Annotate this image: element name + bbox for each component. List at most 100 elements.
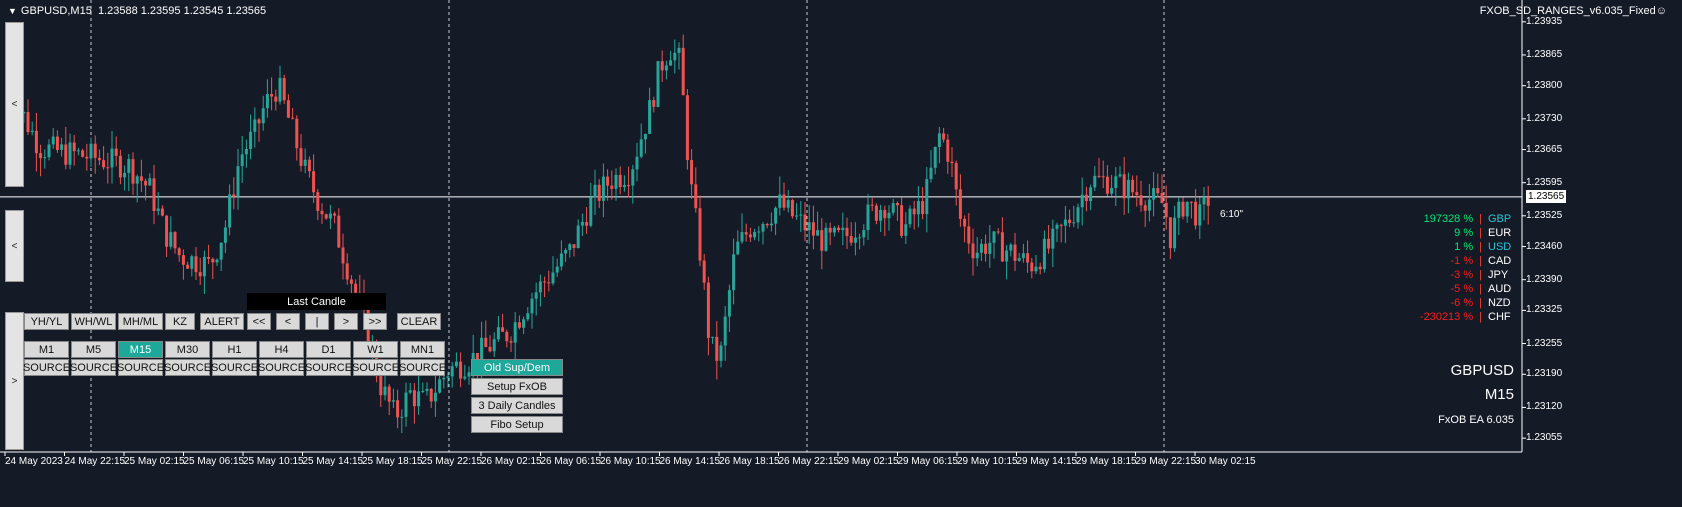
- strength-value: -5 %: [1450, 283, 1474, 295]
- time-axis-label: 25 May 18:15: [362, 456, 423, 467]
- price-axis-label: 1.23190: [1526, 368, 1563, 380]
- timeframe-button-m30[interactable]: M30: [165, 341, 210, 358]
- last-candle-label: Last Candle: [247, 293, 386, 310]
- price-axis-label: 1.23525: [1526, 209, 1563, 221]
- currency-code: CAD: [1488, 255, 1512, 267]
- separator: |: [1479, 241, 1482, 253]
- separator: |: [1479, 311, 1482, 323]
- currency-code: USD: [1488, 241, 1512, 253]
- candle-timer: 6:10": [1220, 209, 1244, 220]
- timeframe-button-mn1[interactable]: MN1: [400, 341, 445, 358]
- source-button-m5[interactable]: SOURCE: [70, 359, 117, 376]
- separator: |: [1479, 283, 1482, 295]
- currency-strength-row: 197328 % | GBP: [1424, 213, 1514, 225]
- toolbar-button-clear[interactable]: CLEAR: [397, 313, 441, 330]
- strength-value: 197328 %: [1423, 213, 1474, 225]
- time-axis-label: 25 May 02:15: [124, 456, 185, 467]
- setup-button-setup-fxob[interactable]: Setup FxOB: [471, 378, 563, 395]
- time-axis-label: 29 May 06:15: [897, 456, 959, 467]
- timeframe-button-h4[interactable]: H4: [259, 341, 304, 358]
- time-axis-label: 29 May 18:15: [1076, 456, 1137, 467]
- price-axis-label: 1.23325: [1526, 304, 1563, 316]
- source-button-mn1[interactable]: SOURCE: [399, 359, 446, 376]
- strength-value: -1 %: [1450, 255, 1474, 267]
- setup-button-fibo-setup[interactable]: Fibo Setup: [471, 416, 563, 433]
- currency-code: EUR: [1488, 227, 1512, 239]
- price-axis-label: 1.23595: [1526, 176, 1563, 188]
- separator: |: [1479, 255, 1482, 267]
- time-axis-label: 26 May 18:15: [719, 456, 780, 467]
- currency-strength-row: 1 % | USD: [1454, 241, 1514, 253]
- source-button-m15[interactable]: SOURCE: [117, 359, 164, 376]
- info-timeframe: M15: [1484, 386, 1514, 403]
- toolbar-button--[interactable]: <: [276, 313, 300, 330]
- info-symbol: GBPUSD: [1450, 362, 1514, 379]
- time-axis-label: 26 May 14:15: [659, 456, 721, 467]
- price-axis-label: 1.23120: [1526, 401, 1563, 413]
- time-axis-ticks: [4, 452, 1196, 456]
- source-button-h1[interactable]: SOURCE: [211, 359, 258, 376]
- toolbar-button-alert[interactable]: ALERT: [200, 313, 244, 330]
- price-axis-label: 1.23665: [1526, 143, 1563, 155]
- strength-value: -230213 %: [1419, 311, 1474, 323]
- toolbar-button--[interactable]: >: [334, 313, 358, 330]
- currency-code: JPY: [1488, 269, 1509, 281]
- ea-name-label: FXOB_SD_RANGES_v6.035_Fixed☺: [1479, 5, 1667, 17]
- price-axis-label: 1.23800: [1526, 79, 1563, 91]
- toolbar-button-mh-ml[interactable]: MH/ML: [118, 313, 163, 330]
- toolbar-button-yh-yl[interactable]: YH/YL: [24, 313, 69, 330]
- separator: |: [1479, 269, 1482, 281]
- source-button-w1[interactable]: SOURCE: [352, 359, 399, 376]
- ea-version-label: FxOB EA 6.035: [1438, 414, 1514, 426]
- side-collapse-button[interactable]: <: [5, 22, 24, 187]
- strength-value: -3 %: [1450, 269, 1474, 281]
- setup-button-3-daily-candles[interactable]: 3 Daily Candles: [471, 397, 563, 414]
- toolbar-button--[interactable]: |: [305, 313, 329, 330]
- timeframe-button-m15[interactable]: M15: [118, 341, 163, 358]
- current-price-label: 1.23565: [1526, 189, 1567, 203]
- toolbar-button-kz[interactable]: KZ: [165, 313, 195, 330]
- separator: |: [1479, 213, 1482, 225]
- source-button-d1[interactable]: SOURCE: [305, 359, 352, 376]
- period-separators: [90, 0, 1165, 452]
- currency-code: CHF: [1488, 311, 1511, 323]
- time-axis-label: 24 May 22:15: [64, 456, 126, 467]
- currency-strength-row: -1 % | CAD: [1451, 255, 1514, 267]
- source-button-h4[interactable]: SOURCE: [258, 359, 305, 376]
- setup-button-old-sup-dem[interactable]: Old Sup/Dem: [471, 359, 563, 376]
- dropdown-triangle-icon[interactable]: ▼: [8, 6, 17, 16]
- time-axis-label: 26 May 10:15: [600, 456, 661, 467]
- price-axis-label: 1.23255: [1526, 337, 1563, 349]
- strength-value: 1 %: [1454, 241, 1474, 253]
- chart-title: ▼ GBPUSD,M15 1.23588 1.23595 1.23545 1.23…: [8, 5, 266, 17]
- side-collapse-button[interactable]: <: [5, 210, 24, 282]
- side-collapse-button[interactable]: >: [5, 312, 24, 450]
- time-axis-label: 26 May 06:15: [540, 456, 602, 467]
- strength-value: -6 %: [1450, 297, 1474, 309]
- currency-strength-row: -3 % | JPY: [1451, 269, 1514, 281]
- time-axis-label: 25 May 10:15: [243, 456, 304, 467]
- price-axis-label: 1.23460: [1526, 240, 1563, 252]
- currency-strength-row: -5 % | AUD: [1451, 283, 1514, 295]
- time-axis-label: 25 May 06:15: [183, 456, 245, 467]
- time-axis-label: 26 May 22:15: [778, 456, 840, 467]
- price-axis-label: 1.23390: [1526, 273, 1563, 285]
- source-button-m30[interactable]: SOURCE: [164, 359, 211, 376]
- time-axis-label: 29 May 10:15: [957, 456, 1018, 467]
- currency-strength-row: -230213 % | CHF: [1420, 311, 1514, 323]
- currency-code: NZD: [1488, 297, 1511, 309]
- timeframe-button-m5[interactable]: M5: [71, 341, 116, 358]
- timeframe-button-h1[interactable]: H1: [212, 341, 257, 358]
- toolbar-button--[interactable]: <<: [247, 313, 271, 330]
- time-axis-label: 30 May 02:15: [1195, 456, 1256, 467]
- toolbar-button-wh-wl[interactable]: WH/WL: [71, 313, 116, 330]
- timeframe-button-m1[interactable]: M1: [24, 341, 69, 358]
- strength-value: 9 %: [1454, 227, 1474, 239]
- toolbar-button--[interactable]: >>: [363, 313, 387, 330]
- price-axis-label: 1.23730: [1526, 112, 1563, 124]
- timeframe-button-w1[interactable]: W1: [353, 341, 398, 358]
- source-button-m1[interactable]: SOURCE: [23, 359, 70, 376]
- time-axis-label: 29 May 14:15: [1016, 456, 1078, 467]
- timeframe-button-d1[interactable]: D1: [306, 341, 351, 358]
